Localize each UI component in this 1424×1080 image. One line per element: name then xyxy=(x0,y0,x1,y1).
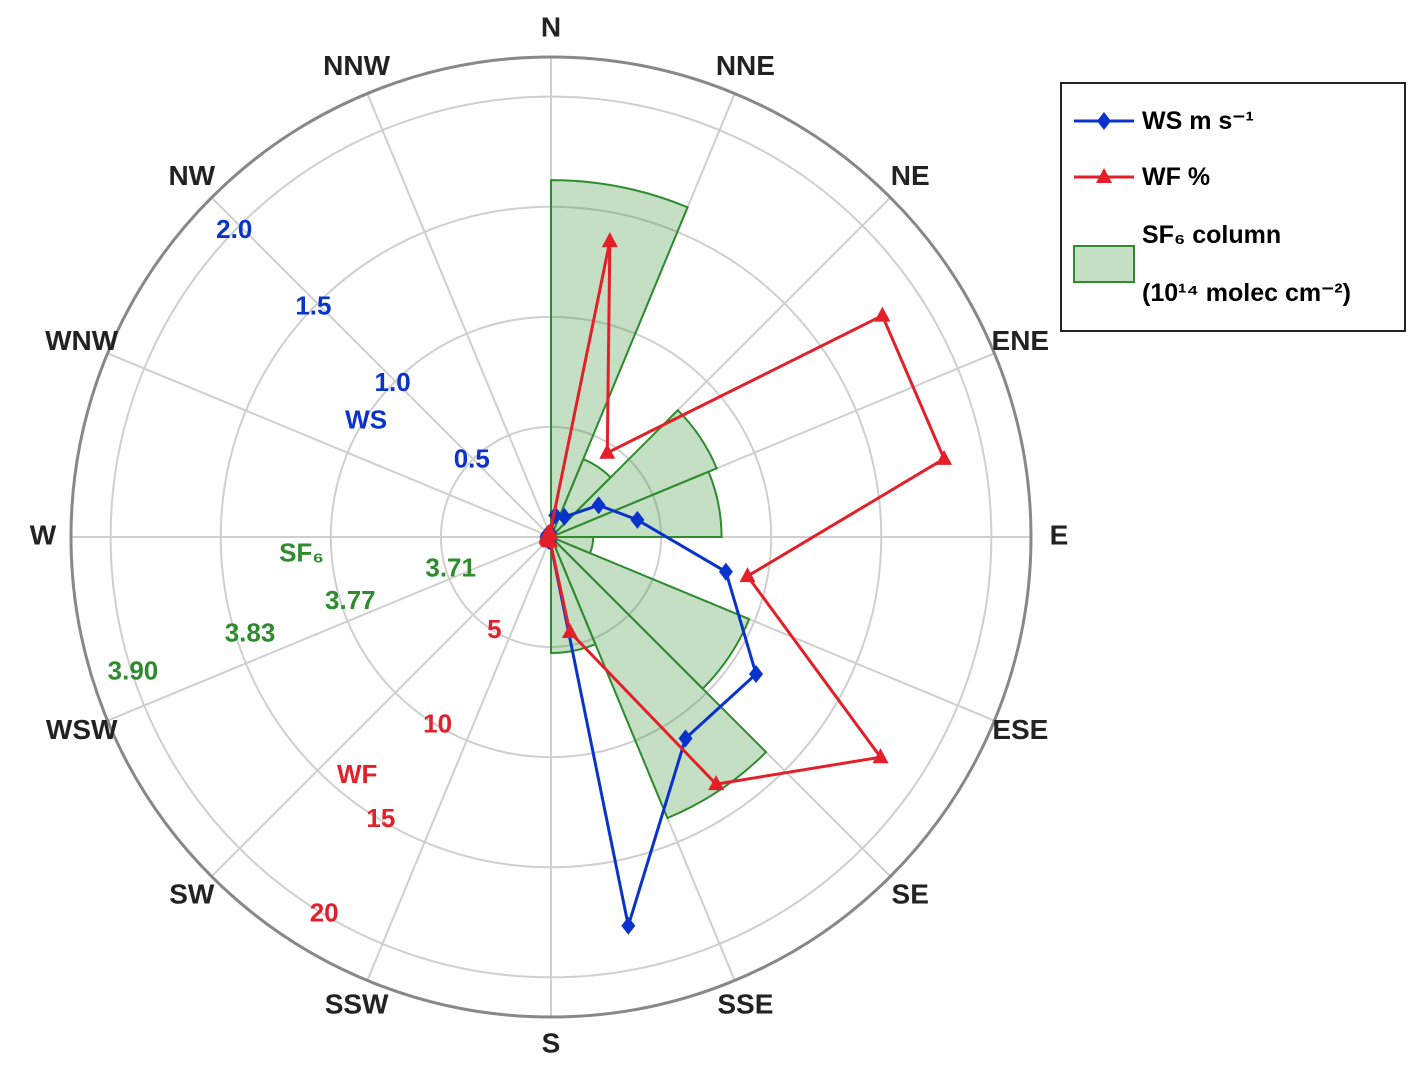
direction-label: W xyxy=(30,519,57,550)
direction-label: SE xyxy=(892,879,929,910)
direction-label: NW xyxy=(168,160,215,191)
direction-label: NE xyxy=(891,160,930,191)
r-axis-label: WS xyxy=(345,404,387,434)
marker xyxy=(936,449,953,465)
legend-label: SF₆ column (10¹⁴ molec cm⁻²) xyxy=(1142,221,1351,307)
legend-label: WS m s⁻¹ xyxy=(1142,107,1254,135)
legend-swatch xyxy=(1073,245,1135,283)
legend-patch xyxy=(1073,245,1135,283)
marker xyxy=(630,510,645,529)
marker xyxy=(542,523,559,539)
marker xyxy=(557,507,572,526)
direction-label: S xyxy=(542,1027,561,1058)
radial-grid-line xyxy=(210,536,552,878)
r-tick-label: 1.5 xyxy=(295,290,331,320)
r-tick-label: 2.0 xyxy=(216,214,252,244)
marker xyxy=(601,232,618,248)
marker xyxy=(561,623,578,639)
legend-entry: SF₆ column (10¹⁴ molec cm⁻²) xyxy=(1072,206,1351,322)
legend-entry: WF % xyxy=(1072,148,1210,206)
r-tick-label: 0.5 xyxy=(454,443,490,473)
radial-grid-line xyxy=(210,196,552,538)
marker xyxy=(708,775,725,791)
r-tick-label: 1.0 xyxy=(375,367,411,397)
r-tick-label: 3.90 xyxy=(108,656,159,686)
radial-grid-line xyxy=(366,536,552,981)
direction-label: ENE xyxy=(992,325,1050,356)
r-tick-label: 5 xyxy=(487,614,501,644)
r-tick-label: 15 xyxy=(366,803,395,833)
marker xyxy=(874,306,891,322)
direction-label: NNW xyxy=(323,50,390,81)
legend-swatch xyxy=(1074,168,1134,183)
legend-marker xyxy=(1096,168,1112,183)
bar xyxy=(550,536,768,820)
marker xyxy=(718,562,733,581)
radial-grid-line xyxy=(107,352,552,538)
direction-label: WNW xyxy=(45,325,119,356)
bar xyxy=(550,470,723,538)
marker xyxy=(739,567,756,583)
direction-label: SSW xyxy=(325,989,389,1020)
r-axis-label: WF xyxy=(337,759,377,789)
marker xyxy=(749,665,764,684)
legend: WS m s⁻¹ WF % SF₆ column (10¹⁴ molec cm⁻²) xyxy=(1060,82,1406,332)
outer-circle xyxy=(69,55,1033,1019)
direction-label: N xyxy=(541,11,561,42)
r-tick-label: 20 xyxy=(310,897,339,927)
direction-label: ESE xyxy=(992,714,1048,745)
direction-label: SW xyxy=(169,879,215,910)
legend-entry: WS m s⁻¹ xyxy=(1072,92,1254,150)
marker xyxy=(872,748,889,764)
r-tick-label: 10 xyxy=(423,709,452,739)
direction-label: E xyxy=(1050,519,1069,550)
marker xyxy=(621,916,636,935)
r-axis-label: SF₆ xyxy=(279,537,324,567)
marker xyxy=(678,729,693,748)
legend-marker xyxy=(1097,112,1111,130)
direction-label: NNE xyxy=(716,50,775,81)
radial-grid-line xyxy=(366,93,552,538)
legend-label: WF % xyxy=(1142,163,1211,191)
marker xyxy=(591,496,606,515)
radial-grid-line xyxy=(107,536,552,722)
direction-label: WSW xyxy=(46,714,118,745)
r-tick-label: 3.83 xyxy=(225,618,276,648)
r-tick-label: 3.77 xyxy=(325,585,376,615)
marker xyxy=(599,443,616,459)
legend-swatch xyxy=(1074,112,1134,130)
bar xyxy=(550,179,689,538)
r-tick-label: 3.71 xyxy=(425,552,476,582)
direction-label: SSE xyxy=(717,989,773,1020)
